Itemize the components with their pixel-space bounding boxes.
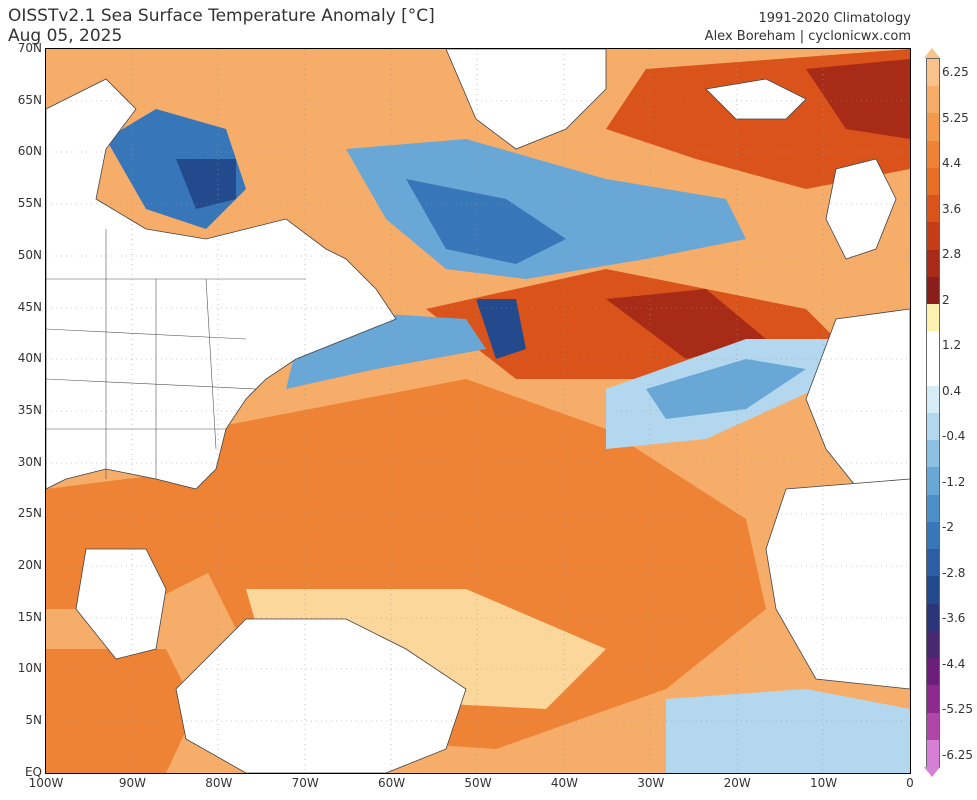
lon-tick-label: 10W [810, 776, 838, 790]
lat-tick-label: 50N [17, 247, 42, 262]
author-credit: Alex Boreham | cyclonicwx.com [704, 29, 911, 44]
climatology-label: 1991-2020 Climatology [758, 11, 911, 26]
lon-tick-label: 40W [550, 776, 578, 790]
colorbar-segment [927, 521, 939, 550]
north-atlantic-hotspot [606, 289, 766, 359]
lon-tick-label: 90W [118, 776, 146, 790]
lon-tick-label: 20W [723, 776, 751, 790]
colorbar-segment [927, 739, 939, 768]
colorbar-segment [927, 440, 939, 468]
map-canvas [46, 49, 910, 773]
equatorial-cold [666, 689, 910, 773]
gulf-stream-cold-eddy [476, 299, 526, 359]
colorbar-segment [927, 576, 939, 605]
colorbar [926, 58, 940, 768]
title-date: Aug 05, 2025 [8, 26, 123, 46]
lat-tick-label: 20N [17, 558, 42, 572]
lat-tick-label: 55N [17, 196, 42, 211]
colorbar-min-arrow [924, 767, 940, 777]
colorbar-segment [927, 494, 939, 523]
political-borders [46, 229, 306, 479]
map-title: OISSTv2.1 Sea Surface Temperature Anomal… [8, 6, 435, 46]
lat-tick-label: 15N [17, 609, 42, 624]
colorbar-tick-label: -5.25 [942, 702, 974, 716]
lat-tick-label: 65N [17, 92, 42, 107]
lat-tick-label: 70N [17, 41, 42, 55]
colorbar-segment [927, 413, 939, 441]
lat-tick-label: 45N [17, 299, 42, 314]
colorbar-tick-label: -2.8 [942, 565, 966, 580]
colorbar-segment [927, 549, 939, 577]
colorbar-segment [927, 276, 939, 305]
map-credits: 1991-2020 Climatology Alex Boreham | cyc… [705, 10, 911, 46]
colorbar-tick-label: 0.4 [942, 383, 962, 398]
colorbar-segment [927, 630, 939, 659]
colorbar-segment [927, 249, 939, 278]
colorbar-segment [927, 86, 939, 114]
lon-tick-label: 80W [205, 776, 233, 790]
lon-tick-label: 60W [378, 776, 406, 790]
colorbar-segment [927, 222, 939, 251]
colorbar-tick-label: 1.2 [942, 338, 962, 352]
colorbar-segment [927, 59, 939, 87]
lat-tick-label: 5N [25, 713, 42, 728]
colorbar-segment [927, 685, 939, 714]
colorbar-tick-label: 2 [942, 292, 950, 307]
colorbar-tick-label: 3.6 [942, 201, 962, 216]
colorbar-tick-label: -3.6 [942, 611, 966, 625]
south-america-land [175, 618, 467, 773]
colorbar-tick-label: 4.4 [942, 156, 962, 170]
lat-tick-label: 60N [17, 144, 42, 159]
labrador-sea-cold [406, 179, 566, 264]
colorbar-segment [927, 140, 939, 169]
hudson-bay-deep-cold [176, 159, 236, 209]
lat-tick-label: 35N [17, 402, 42, 417]
colorbar-tick-label: -1.2 [942, 474, 966, 489]
colorbar-tick-label: 6.25 [942, 65, 969, 79]
colorbar-segment [927, 467, 939, 496]
greenland-land [445, 49, 607, 150]
iceland-land [705, 78, 807, 120]
colorbar-tick-label: -6.25 [942, 747, 974, 762]
colorbar-segment [927, 358, 939, 387]
colorbar-segment [927, 385, 939, 414]
colorbar-segment [927, 195, 939, 223]
azores-cold-core [646, 359, 806, 419]
colorbar-tick-label: -4.4 [942, 656, 966, 671]
lon-tick-label: 0 [906, 776, 914, 790]
lat-tick-label: 30N [17, 454, 42, 469]
lon-tick-label: 30W [637, 776, 665, 790]
colorbar-tick-label: 2.8 [942, 247, 962, 261]
colorbar-segment [927, 658, 939, 686]
lon-tick-label: 100W [28, 776, 64, 790]
colorbar-segment [927, 113, 939, 142]
lat-tick-label: EQ [24, 764, 42, 779]
lat-tick-label: 40N [17, 351, 42, 366]
colorbar-segment [927, 331, 939, 360]
colorbar-max-arrow [924, 48, 940, 58]
colorbar-segment [927, 304, 939, 332]
eastern-pacific-warm [46, 649, 196, 773]
title-line-1: OISSTv2.1 Sea Surface Temperature Anomal… [8, 6, 435, 26]
colorbar-segment [927, 712, 939, 741]
colorbar-tick-label: -0.4 [942, 429, 966, 443]
colorbar-segment [927, 603, 939, 632]
colorbar-segment [927, 167, 939, 196]
lon-tick-label: 70W [291, 776, 319, 790]
lon-tick-label: 50W [464, 776, 492, 790]
lat-tick-label: 10N [17, 661, 42, 676]
mexico-yucatan-land [75, 548, 167, 660]
british-isles-land [825, 158, 897, 260]
colorbar-tick-label: 5.25 [942, 110, 969, 125]
norwegian-sea-hotspot [806, 59, 910, 139]
sst-anomaly-map [45, 48, 911, 774]
lat-tick-label: 25N [17, 506, 42, 521]
west-africa-land [765, 478, 910, 690]
colorbar-tick-label: -2 [942, 520, 954, 534]
